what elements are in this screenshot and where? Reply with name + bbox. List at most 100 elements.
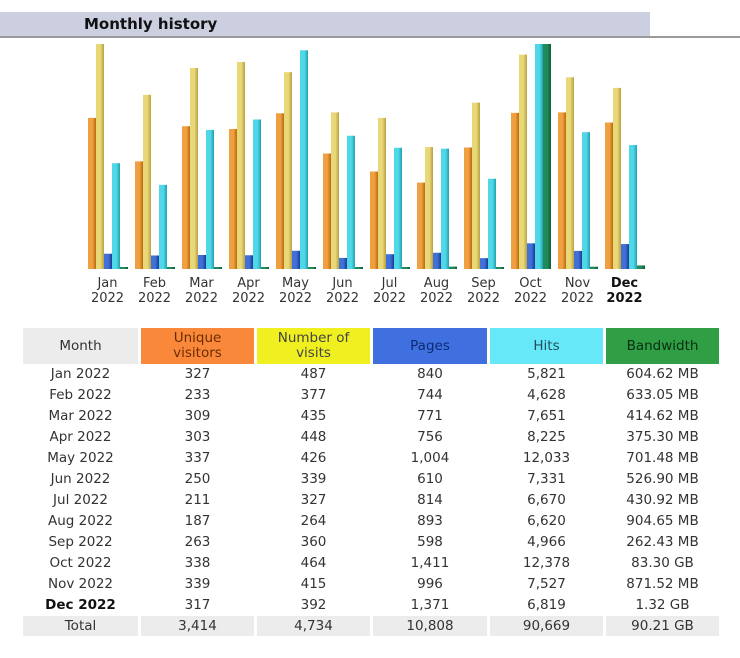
cell-hits: 4,628 [527, 387, 566, 403]
bar-visits [519, 54, 527, 269]
cell-bandwidth: 414.62 MB [626, 408, 699, 424]
cell-bandwidth: 871.52 MB [626, 576, 699, 592]
bar-pages [245, 255, 253, 269]
cell-unique-visitors: 327 [184, 366, 211, 382]
bar-pages [386, 254, 394, 269]
header-visits: Number of visits [257, 328, 370, 364]
cell-visits: 448 [300, 429, 327, 445]
bar-pages [574, 250, 582, 269]
x-tick-year: 2022 [606, 291, 643, 306]
total-hits: 90,669 [490, 616, 603, 636]
x-tick-label: Jun 2022 [319, 276, 366, 306]
cell-pages: 814 [417, 492, 443, 508]
bar-bandwidth [637, 265, 645, 269]
cell-hits: 6,819 [527, 597, 566, 613]
cell-bandwidth: 604.62 MB [626, 366, 699, 382]
x-tick-month: Jan [97, 276, 118, 291]
table-row: Feb 2022 233 377 744 4,628 633.05 MB [23, 385, 719, 406]
bar-visits [566, 77, 574, 269]
cell-unique-visitors: 338 [184, 555, 211, 571]
total-pages: 10,808 [373, 616, 487, 636]
bar-unique-visitors [88, 117, 96, 270]
header-month: Month [23, 328, 138, 364]
x-tick-label: Jul 2022 [366, 276, 413, 306]
cell-hits: 7,527 [527, 576, 566, 592]
cell-bandwidth: 526.90 MB [626, 471, 699, 487]
table-row: Apr 2022 303 448 756 8,225 375.30 MB [23, 427, 719, 448]
section-header: Monthly history [0, 12, 650, 36]
table-row: Sep 2022 263 360 598 4,966 262.43 MB [23, 532, 719, 553]
bar-bandwidth [402, 267, 410, 269]
x-tick-label: Feb 2022 [131, 276, 178, 306]
cell-pages: 744 [417, 387, 443, 403]
x-tick-year: 2022 [278, 291, 313, 306]
cell-pages: 610 [417, 471, 443, 487]
table-row: Jul 2022 211 327 814 6,670 430.92 MB [23, 490, 719, 511]
x-tick-label: Oct 2022 [507, 276, 554, 306]
bar-visits [96, 44, 104, 269]
header-unique-visitors: Unique visitors [141, 328, 254, 364]
x-tick-month: Oct [519, 276, 542, 291]
cell-pages: 1,371 [410, 597, 450, 613]
cell-hits: 7,331 [527, 471, 566, 487]
x-tick-year: 2022 [466, 291, 501, 306]
cell-visits: 415 [300, 576, 327, 592]
x-tick-month: Jun [332, 276, 353, 291]
cell-month: May 2022 [47, 450, 114, 466]
cell-visits: 339 [300, 471, 327, 487]
bar-hits [394, 147, 402, 269]
cell-hits: 12,378 [522, 555, 571, 571]
header-bandwidth: Bandwidth [606, 328, 719, 364]
bar-hits [253, 119, 261, 270]
bar-visits [284, 72, 292, 269]
cell-visits: 392 [300, 597, 327, 613]
bar-pages [621, 244, 629, 269]
cell-unique-visitors: 250 [184, 471, 211, 487]
cell-bandwidth: 262.43 MB [626, 534, 699, 550]
cell-month: Jan 2022 [50, 366, 111, 382]
cell-month: Oct 2022 [49, 555, 112, 571]
x-tick-month: Aug [423, 276, 450, 291]
bar-visits [472, 102, 480, 269]
chart-bars [88, 44, 645, 270]
cell-hits: 6,670 [527, 492, 566, 508]
cell-visits: 487 [300, 366, 327, 382]
bar-pages [433, 252, 441, 269]
bar-visits [378, 117, 386, 270]
section-title: Monthly history [84, 15, 218, 33]
cell-pages: 771 [417, 408, 443, 424]
x-tick-year: 2022 [325, 291, 360, 306]
bar-unique-visitors [605, 122, 613, 270]
x-tick-month: Apr [237, 276, 260, 291]
table-total-row: Total 3,414 4,734 10,808 90,669 90.21 GB [23, 616, 719, 636]
x-tick-month: Jul [381, 276, 398, 291]
cell-pages: 1,004 [410, 450, 450, 466]
bar-hits [112, 163, 120, 269]
cell-unique-visitors: 211 [184, 492, 211, 508]
bar-pages [527, 243, 535, 269]
cell-month: Feb 2022 [49, 387, 112, 403]
bar-visits [425, 147, 433, 269]
bar-unique-visitors [276, 113, 284, 269]
bar-hits [535, 44, 543, 269]
bar-bandwidth [496, 267, 504, 269]
x-tick-month: Dec [610, 276, 639, 291]
x-tick-month: Mar [189, 276, 214, 291]
cell-visits: 327 [300, 492, 327, 508]
monthly-history-chart: Jan 2022 Feb 2022 Mar 2022 Apr 2022 May 2022 Jun 20… [0, 38, 740, 313]
x-tick-month: Nov [564, 276, 591, 291]
cell-bandwidth: 701.48 MB [626, 450, 699, 466]
bar-pages [151, 255, 159, 269]
cell-pages: 840 [417, 366, 443, 382]
table-row: May 2022 337 426 1,004 12,033 701.48 MB [23, 448, 719, 469]
x-tick-year: 2022 [419, 291, 454, 306]
cell-visits: 264 [300, 513, 327, 529]
bar-visits [331, 112, 339, 269]
cell-hits: 6,620 [527, 513, 566, 529]
bar-bandwidth [543, 44, 551, 269]
cell-hits: 7,651 [527, 408, 566, 424]
cell-month: Apr 2022 [49, 429, 112, 445]
x-tick-month: May [282, 276, 309, 291]
cell-hits: 5,821 [527, 366, 566, 382]
cell-visits: 435 [300, 408, 327, 424]
